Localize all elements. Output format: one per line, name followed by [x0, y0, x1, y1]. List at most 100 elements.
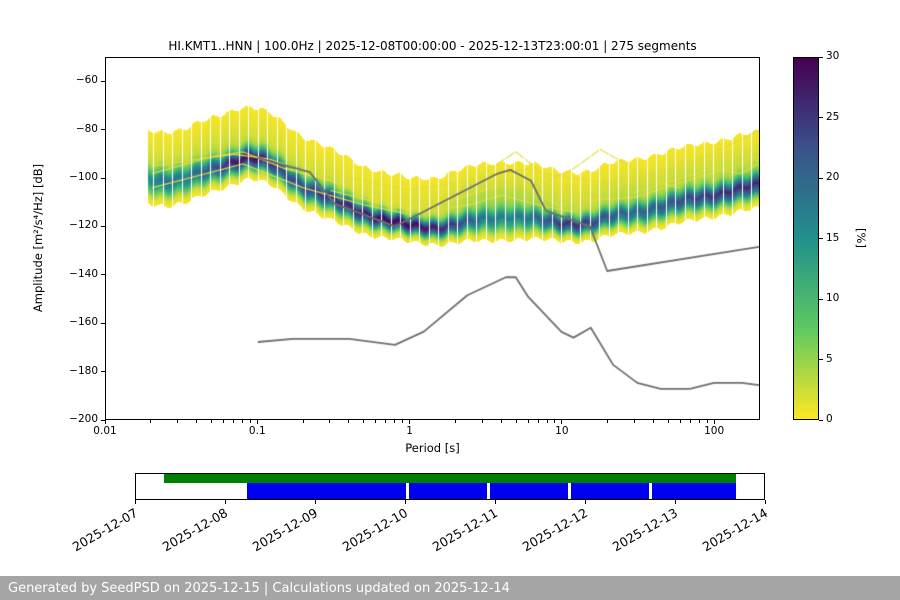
x-minor-tick: [385, 420, 387, 423]
x-minor-tick: [537, 420, 539, 423]
x-minor-tick: [690, 420, 692, 423]
x-tick-label: 10: [555, 425, 569, 437]
timeline-day-tick: [224, 500, 226, 504]
x-minor-tick: [150, 420, 152, 423]
x-minor-tick: [698, 420, 700, 423]
x-minor-tick: [546, 420, 548, 423]
y-tick-label: −200: [69, 413, 98, 425]
timeline-day-tick: [674, 500, 676, 504]
x-minor-tick: [667, 420, 669, 423]
x-minor-tick: [242, 420, 244, 423]
colorbar-tick-label: 10: [826, 292, 840, 304]
x-minor-tick: [679, 420, 681, 423]
x-minor-tick: [348, 420, 350, 423]
ppsd-plot-area: [105, 57, 760, 420]
x-minor-tick: [554, 420, 556, 423]
timeline-date-text: 2025-12-14: [700, 505, 771, 555]
x-minor-tick: [607, 420, 609, 423]
colorbar-tick: [819, 359, 823, 360]
timeline-day-tick: [134, 500, 136, 504]
x-tick: [256, 420, 258, 424]
x-tick: [561, 420, 563, 424]
y-tick-label: −180: [69, 364, 98, 377]
y-axis-label: Amplitude [m²/s⁴/Hz] [dB]: [31, 163, 45, 313]
x-minor-tick: [634, 420, 636, 423]
x-axis-label: Period [s]: [405, 441, 460, 455]
colorbar-tick: [819, 298, 823, 300]
x-minor-tick: [500, 420, 502, 423]
y-tick-label: −60: [75, 74, 98, 87]
y-tick: [101, 419, 105, 421]
colorbar-tick: [819, 177, 823, 179]
x-tick: [713, 420, 715, 424]
footer-text: Generated by SeedPSD on 2025-12-15 | Cal…: [8, 580, 510, 596]
timeline-date-text: 2025-12-08: [160, 505, 231, 555]
timeline-day-tick: [584, 500, 586, 504]
timeline-psd-coverage-blue: [246, 483, 736, 499]
x-minor-tick: [706, 420, 708, 423]
y-tick-label: −140: [69, 267, 98, 280]
y-tick: [101, 177, 105, 179]
y-tick: [101, 80, 105, 82]
x-minor-tick: [394, 420, 396, 423]
colorbar-tick-label: 0: [826, 413, 833, 425]
x-minor-tick: [223, 420, 224, 423]
x-tick-label: 0.01: [93, 425, 117, 437]
timeline-day-tick: [764, 500, 766, 504]
x-minor-tick: [249, 420, 251, 423]
y-tick: [101, 274, 105, 276]
x-tick: [104, 420, 106, 424]
x-minor-tick: [196, 420, 198, 423]
x-minor-tick: [375, 420, 377, 423]
colorbar: [793, 57, 819, 420]
ppsd-heatmap-canvas: [106, 58, 759, 419]
x-minor-tick: [653, 420, 655, 423]
x-tick-label: 1: [406, 425, 413, 437]
timeline-box: [135, 473, 765, 500]
colorbar-tick-label: 15: [826, 231, 840, 244]
timeline-gap: [406, 483, 410, 499]
colorbar-tick-label: 30: [826, 50, 840, 62]
colorbar-tick-label: 20: [826, 171, 840, 183]
y-tick: [101, 225, 105, 227]
x-minor-tick: [515, 420, 517, 423]
timeline-day-tick: [494, 500, 496, 504]
y-tick: [101, 322, 105, 324]
colorbar-gradient: [794, 58, 818, 419]
timeline-date-text: 2025-12-07: [70, 505, 141, 555]
colorbar-tick: [819, 419, 823, 421]
colorbar-tick-label: 5: [826, 352, 833, 365]
timeline-day-tick: [314, 500, 316, 504]
y-tick-label: −80: [75, 122, 98, 135]
timeline-date-text: 2025-12-11: [430, 505, 501, 555]
x-minor-tick: [177, 420, 179, 423]
x-minor-tick: [329, 420, 331, 423]
y-tick-label: −120: [69, 219, 98, 232]
timeline-date-text: 2025-12-10: [340, 505, 411, 555]
x-minor-tick: [527, 420, 529, 423]
colorbar-tick: [819, 56, 823, 58]
x-minor-tick: [210, 420, 212, 423]
plot-title: HI.KMT1..HNN | 100.0Hz | 2025-12-08T00:0…: [168, 39, 697, 53]
timeline-date-text: 2025-12-13: [610, 505, 681, 555]
x-tick-label: 0.1: [248, 425, 266, 437]
colorbar-label: [%]: [854, 228, 868, 248]
y-tick: [101, 129, 105, 131]
x-minor-tick: [302, 420, 304, 423]
colorbar-tick: [819, 238, 823, 239]
y-tick-label: −160: [69, 316, 98, 329]
timeline-gap: [567, 483, 571, 499]
y-tick: [101, 371, 105, 373]
x-minor-tick: [481, 420, 483, 423]
footer-bar: Generated by SeedPSD on 2025-12-15 | Cal…: [0, 576, 900, 600]
timeline-date-text: 2025-12-09: [250, 505, 321, 555]
x-minor-tick: [402, 420, 404, 423]
x-minor-tick: [454, 420, 456, 423]
x-tick-label: 100: [704, 425, 725, 437]
timeline-date-text: 2025-12-12: [520, 505, 591, 555]
timeline-gap: [648, 483, 652, 499]
colorbar-tick-label: 25: [826, 110, 840, 123]
x-minor-tick: [233, 420, 235, 423]
y-tick-label: −100: [69, 171, 98, 183]
